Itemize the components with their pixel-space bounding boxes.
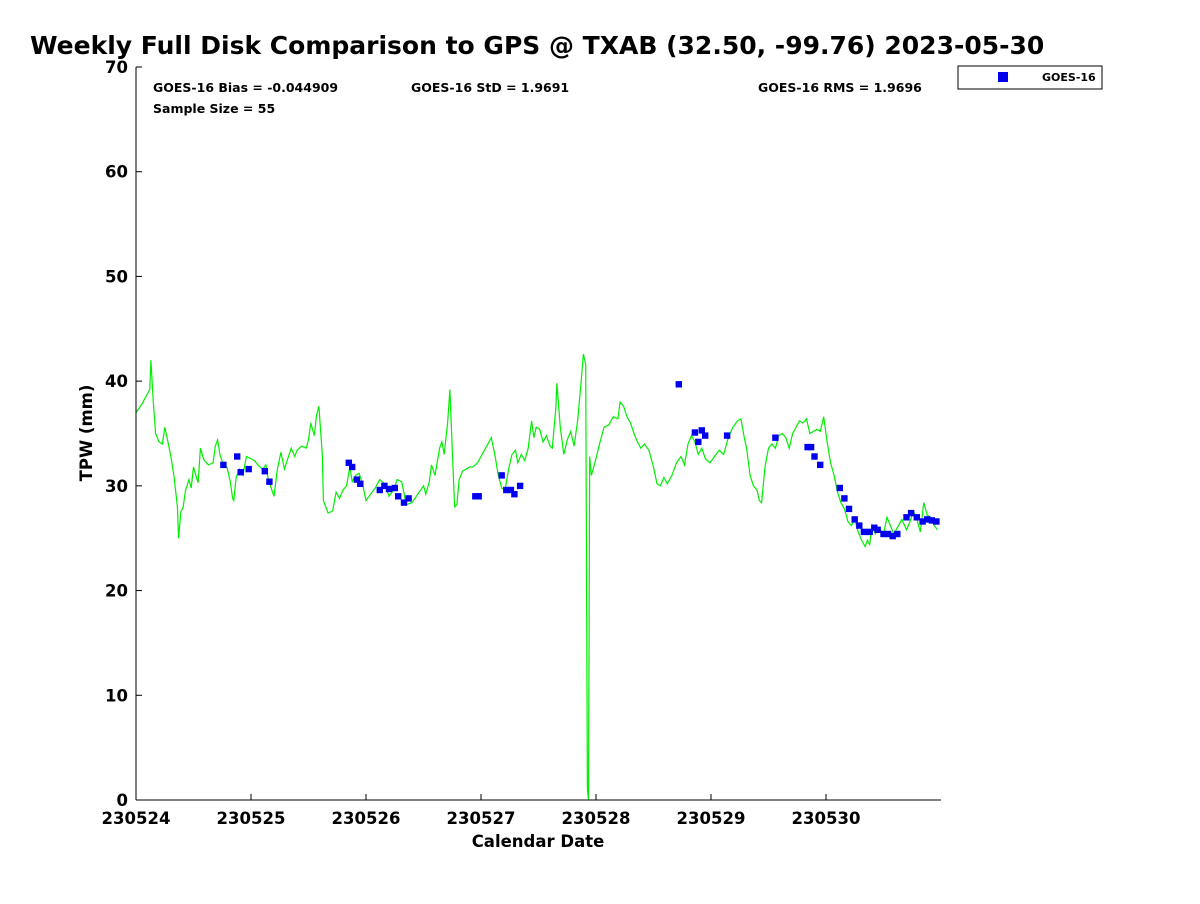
goes16-data-point <box>772 434 779 441</box>
goes16-data-point <box>507 486 515 494</box>
goes16-data-point <box>237 469 244 476</box>
series-layer <box>136 353 940 800</box>
goes16-data-point <box>695 438 702 446</box>
goes16-data-point <box>266 478 273 485</box>
x-axis-label: Calendar Date <box>472 832 605 851</box>
x-tick-label: 230526 <box>332 809 401 828</box>
goes16-data-point <box>807 443 815 451</box>
x-tick-label: 230525 <box>217 809 286 828</box>
y-tick-label: 60 <box>105 163 128 182</box>
goes16-data-point <box>804 443 811 451</box>
goes16-data-point <box>698 427 705 434</box>
x-tick-label: 230529 <box>677 809 746 828</box>
goes16-data-point <box>381 482 388 490</box>
goes16-data-point <box>811 453 818 460</box>
goes16-data-point <box>503 486 510 494</box>
goes16-data-point <box>880 530 887 538</box>
goes16-data-point <box>856 522 863 529</box>
y-tick-label: 70 <box>105 58 128 77</box>
x-tick-label: 230524 <box>102 809 171 828</box>
goes16-data-point <box>851 516 858 523</box>
goes16-data-point <box>924 516 931 523</box>
goes16-data-point <box>245 465 252 473</box>
y-axis-label: TPW (mm) <box>77 385 96 482</box>
rms-annotation: GOES-16 RMS = 1.9696 <box>758 80 922 95</box>
goes16-data-point <box>884 530 892 538</box>
goes16-data-point <box>220 461 227 469</box>
goes16-data-point <box>723 432 731 439</box>
goes16-data-point <box>345 459 352 466</box>
goes16-data-point <box>498 472 505 479</box>
goes16-data-point <box>357 480 364 487</box>
chart-title: Weekly Full Disk Comparison to GPS @ TXA… <box>30 31 1044 60</box>
plot-area: 0 10 20 30 40 50 60 70 230524 230525 230526 230527… <box>102 58 941 828</box>
goes16-data-point <box>234 453 241 460</box>
goes16-data-point <box>511 491 518 498</box>
goes16-data-point <box>919 518 926 525</box>
goes16-data-point <box>845 505 853 513</box>
x-axis-ticks: 230524 230525 230526 230527 230528 230529 2305… <box>102 794 861 828</box>
y-tick-label: 20 <box>105 582 128 601</box>
std-annotation: GOES-16 StD = 1.9691 <box>411 80 569 95</box>
goes16-data-point <box>860 528 868 536</box>
sample-size-annotation: Sample Size = 55 <box>153 101 275 116</box>
goes16-data-point <box>472 493 479 500</box>
goes16-data-point <box>391 484 398 492</box>
x-tick-label: 230528 <box>562 809 631 828</box>
goes16-data-point <box>691 429 699 436</box>
goes16-data-point <box>874 526 881 533</box>
y-tick-label: 50 <box>105 267 128 286</box>
goes16-data-point <box>928 517 935 524</box>
goes16-data-point <box>261 468 268 475</box>
goes16-data-point <box>817 461 824 469</box>
y-axis-ticks: 0 10 20 30 40 50 60 70 <box>105 58 142 810</box>
y-tick-label: 0 <box>117 791 128 810</box>
goes16-data-point <box>385 485 393 493</box>
gps-series-line <box>136 353 938 800</box>
goes16-data-point <box>475 493 482 500</box>
goes16-data-point <box>913 514 920 521</box>
y-tick-label: 10 <box>105 686 128 705</box>
y-tick-label: 40 <box>105 372 128 391</box>
goes16-data-point <box>933 518 940 525</box>
goes16-data-point <box>841 495 848 502</box>
goes16-data-point <box>871 524 878 531</box>
plot-background <box>136 67 941 800</box>
goes16-data-point <box>903 514 910 521</box>
goes16-data-point <box>907 509 915 517</box>
goes16-data-point <box>376 486 383 494</box>
goes16-data-point <box>405 495 412 502</box>
goes16-data-point <box>889 532 896 540</box>
bias-annotation: GOES-16 Bias = -0.044909 <box>153 80 338 95</box>
stats-annotations: GOES-16 Bias = -0.044909 GOES-16 StD = 1… <box>153 80 922 116</box>
legend-marker-goes16 <box>998 72 1008 82</box>
goes16-data-point <box>702 432 709 439</box>
goes16-data-point <box>894 530 901 538</box>
goes16-data-point <box>675 381 682 388</box>
legend-label-goes16: GOES-16 <box>1042 71 1096 84</box>
legend-box <box>957 65 1103 90</box>
legend: GOES-16 <box>957 65 1103 90</box>
goes16-data-point <box>400 499 408 506</box>
goes16-data-point <box>836 484 843 492</box>
goes16-data-point <box>353 476 360 483</box>
goes16-data-point <box>395 493 402 500</box>
x-tick-label: 230527 <box>447 809 516 828</box>
x-tick-label: 230530 <box>792 809 861 828</box>
goes16-data-point <box>349 463 356 471</box>
y-tick-label: 30 <box>105 477 128 496</box>
goes16-data-point <box>866 528 873 536</box>
goes16-data-point <box>516 482 524 490</box>
